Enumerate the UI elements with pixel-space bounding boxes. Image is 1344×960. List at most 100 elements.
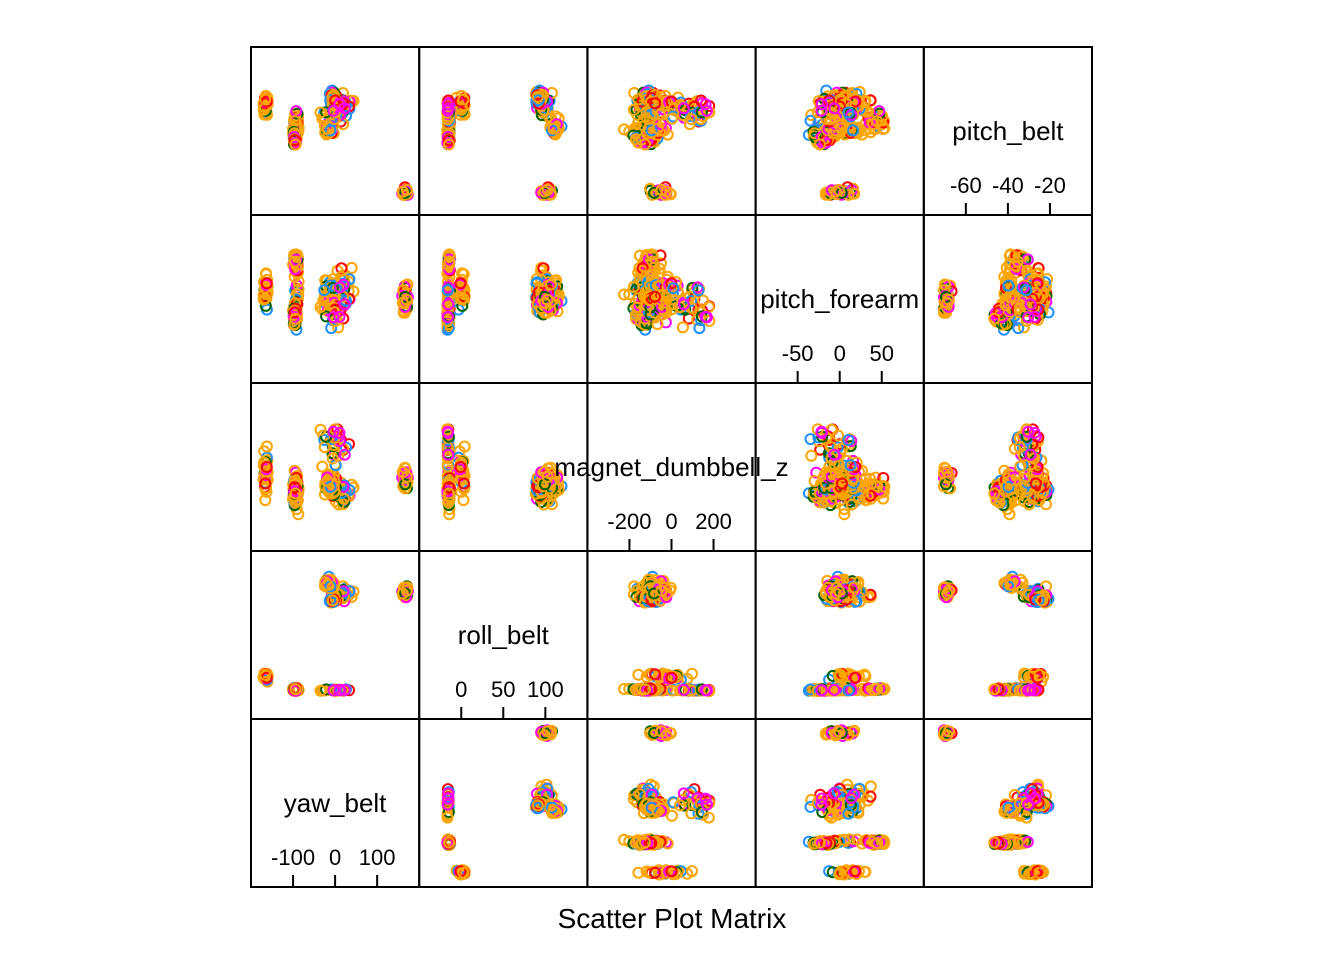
point-0-2-266 [649, 97, 661, 110]
point-1-0-292 [334, 281, 346, 294]
point-1-2-66 [645, 248, 658, 261]
point-1-0-237 [396, 296, 409, 309]
point-0-0-270 [260, 95, 273, 108]
point-1-0-296 [318, 284, 331, 297]
point-1-2-133 [627, 281, 640, 294]
point-1-2-91 [638, 318, 651, 331]
point-1-0-301 [314, 301, 327, 313]
point-0-2-30 [618, 123, 631, 136]
point-1-2-30 [618, 288, 631, 301]
point-1-2-240 [640, 292, 653, 305]
point-0-1-303 [442, 98, 454, 111]
point-0-2-298 [665, 112, 678, 125]
point-0-2-236 [655, 183, 668, 196]
point-0-3-201 [852, 126, 865, 139]
point-0-0-101 [289, 138, 302, 151]
point-0-3-293 [804, 114, 817, 127]
point-2-0-298 [316, 460, 329, 473]
point-1-2-298 [665, 303, 678, 316]
point-0-3-292 [845, 108, 858, 121]
point-0-2-257 [653, 108, 666, 121]
point-0-1-202 [546, 124, 558, 137]
point-0-1-270 [454, 95, 467, 108]
point-0-1-237 [538, 185, 551, 198]
point-0-3-303 [815, 98, 828, 111]
point-1-1-271 [457, 292, 470, 305]
point-0-3-203 [835, 122, 848, 135]
point-1-0-297 [318, 301, 331, 314]
point-1-2-96 [651, 318, 664, 331]
point-0-2-271 [632, 93, 645, 106]
point-0-2-235 [648, 186, 661, 199]
point-1-0-304 [327, 311, 340, 324]
point-1-1-270 [454, 277, 467, 290]
point-1-2-293 [693, 322, 706, 335]
point-0-0-271 [259, 93, 272, 106]
point-0-2-202 [645, 124, 658, 137]
point-1-0-98 [288, 311, 301, 323]
point-0-0-301 [314, 106, 327, 119]
point-1-1-237 [538, 296, 551, 309]
point-0-2-305 [677, 102, 690, 115]
point-1-1-235 [538, 290, 551, 303]
point-1-2-304 [700, 311, 713, 324]
point-1-1-304 [441, 311, 454, 324]
point-1-2-266 [649, 290, 661, 303]
point-1-0-101 [289, 312, 302, 325]
point-0-1-100 [443, 134, 455, 147]
point-0-2-101 [639, 138, 651, 151]
point-0-0-304 [327, 104, 340, 117]
point-1-1-296 [441, 284, 454, 297]
point-1-2-297 [685, 301, 698, 314]
point-0-1-169 [531, 90, 544, 103]
point-0-2-299 [694, 113, 707, 125]
point-0-3-232 [848, 187, 861, 200]
point-1-0-119 [335, 262, 348, 275]
point-0-3-235 [835, 186, 848, 199]
point-1-2-254 [645, 268, 657, 281]
points-layer [257, 84, 1055, 881]
point-1-1-236 [541, 293, 554, 306]
point-0-2-304 [700, 104, 713, 117]
point-1-0-66 [290, 248, 302, 261]
point-0-0-298 [316, 112, 329, 125]
point-0-3-305 [828, 102, 841, 115]
point-0-1-101 [443, 138, 455, 151]
point-1-1-66 [443, 248, 456, 261]
point-0-3-101 [813, 138, 826, 151]
point-1-2-271 [632, 292, 645, 305]
point-1-1-67 [443, 255, 456, 268]
point-0-0-305 [338, 102, 351, 115]
point-0-3-304 [815, 104, 828, 117]
point-0-0-237 [396, 185, 409, 198]
point-0-2-237 [660, 185, 673, 198]
point-0-3-296 [842, 106, 855, 119]
point-1-0-67 [289, 255, 301, 268]
point-1-2-281 [667, 282, 680, 295]
point-0-0-100 [288, 134, 301, 147]
point-1-0-232 [401, 278, 414, 291]
point-1-0-30 [292, 288, 305, 301]
point-0-2-198 [654, 124, 667, 137]
point-0-2-303 [699, 98, 712, 111]
point-1-2-305 [677, 298, 690, 311]
point-0-3-66 [878, 122, 891, 135]
point-0-3-285 [805, 109, 818, 121]
point-0-3-237 [829, 185, 842, 198]
point-0-1-305 [442, 102, 455, 115]
point-1-1-305 [442, 298, 455, 311]
point-0-0-63 [289, 110, 302, 123]
point-0-3-119 [864, 94, 877, 107]
point-0-3-202 [847, 124, 860, 137]
point-1-0-100 [288, 306, 301, 319]
point-1-0-96 [288, 318, 301, 331]
point-0-1-271 [457, 93, 470, 106]
point-1-0-270 [260, 277, 273, 290]
point-1-1-221 [542, 285, 554, 298]
point-1-0-303 [333, 310, 346, 323]
point-0-1-203 [547, 122, 560, 135]
point-1-0-104 [345, 261, 358, 274]
point-2-3-285 [805, 449, 818, 462]
point-1-2-67 [646, 255, 659, 268]
